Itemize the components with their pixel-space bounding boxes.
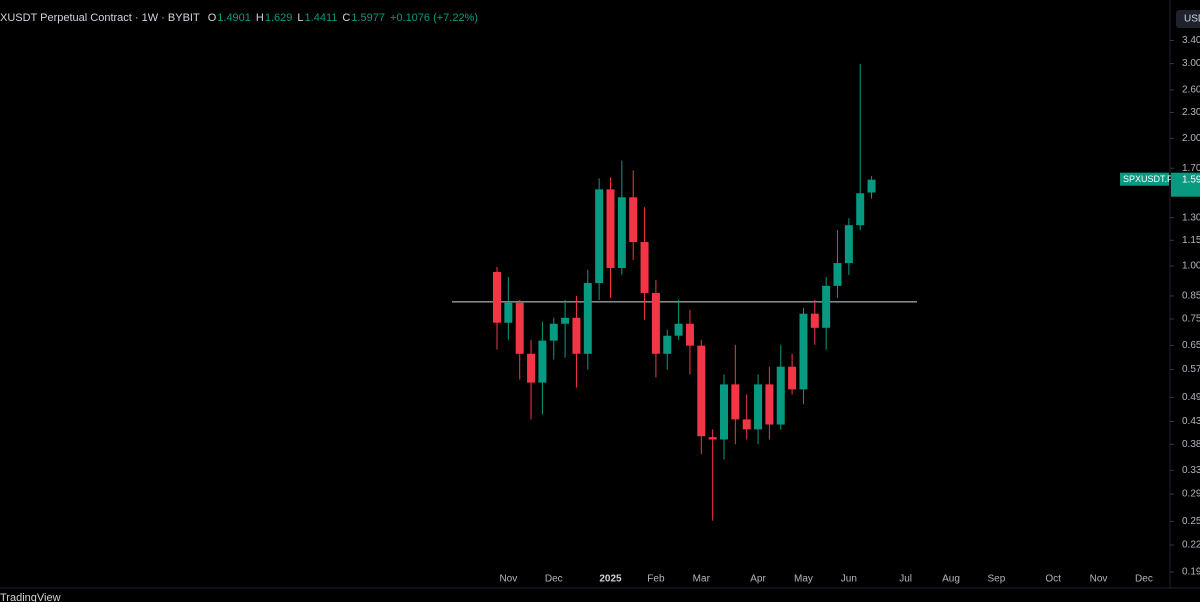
candle-body: [629, 197, 638, 243]
candle-body: [685, 323, 694, 346]
candle-body: [549, 323, 558, 341]
y-tick-label: 2.30: [1182, 107, 1200, 118]
candle-body: [754, 384, 763, 430]
candle-body: [810, 313, 819, 328]
candle-body: [515, 302, 524, 354]
candle-body: [822, 285, 831, 328]
candle-body: [663, 335, 672, 354]
y-tick-label: 1.00: [1182, 261, 1200, 272]
x-tick-label: Jul: [899, 574, 912, 585]
candle-body: [527, 353, 536, 383]
candle-body: [776, 366, 785, 425]
symbol-tag-bg: [1120, 172, 1169, 186]
y-tick-label: 0.33: [1182, 465, 1200, 476]
ohlc-label: O: [208, 12, 217, 24]
y-tick-label: 3.40: [1182, 35, 1200, 46]
ohlc-label: H: [256, 12, 264, 24]
ohlc-label: L: [297, 12, 303, 24]
symbol-tag: SPXUSDT.P: [1123, 174, 1173, 184]
candle-body: [572, 317, 581, 354]
x-tick-label: Oct: [1045, 574, 1061, 585]
candle-body: [617, 197, 626, 269]
candle-body: [867, 179, 876, 193]
x-tick-label: Apr: [750, 574, 766, 585]
y-tick-label: 1.15: [1182, 235, 1200, 246]
y-tick-label: 0.38: [1182, 439, 1200, 450]
candle-body: [731, 384, 740, 420]
candle-body: [651, 292, 660, 354]
chart-title: XUSDT Perpetual Contract · 1W · BYBIT: [0, 12, 200, 24]
candle-body: [788, 366, 797, 390]
y-tick-label: 0.65: [1182, 340, 1200, 351]
x-tick-label: Feb: [647, 574, 665, 585]
x-tick-label: Aug: [942, 574, 960, 585]
x-tick-label: Sep: [988, 574, 1006, 585]
x-tick-label: Mar: [693, 574, 711, 585]
y-tick-label: 0.29: [1182, 489, 1200, 500]
candle-body: [674, 323, 683, 336]
candle-body: [720, 384, 728, 440]
y-tick-label: 0.19: [1182, 567, 1200, 578]
y-tick-label: 0.22: [1182, 540, 1200, 551]
y-tick-label: 0.43: [1182, 416, 1200, 427]
ohlc-value: 1.4901: [217, 12, 251, 24]
y-tick-label: 2.00: [1182, 133, 1200, 144]
y-tick-label: 0.57: [1182, 364, 1200, 375]
x-tick-label: May: [794, 574, 813, 585]
x-tick-label: Nov: [1090, 574, 1108, 585]
x-tick-label: Nov: [499, 574, 517, 585]
currency[interactable]: USD: [1184, 14, 1200, 25]
candle-body: [844, 225, 853, 264]
candle-body: [708, 437, 717, 440]
x-tick-label: Jun: [841, 574, 857, 585]
x-tick-label: 2025: [599, 574, 622, 585]
candle-body: [765, 384, 774, 425]
y-tick-label: 1.30: [1182, 212, 1200, 223]
candle-body: [742, 419, 751, 430]
price-tag-bg: [1171, 172, 1200, 197]
candle-body: [561, 317, 570, 324]
y-tick-label: 0.85: [1182, 291, 1200, 302]
x-tick-label: Dec: [1135, 574, 1153, 585]
ohlc-value: 1.5977: [351, 12, 385, 24]
y-tick-label: 2.60: [1182, 85, 1200, 96]
currency-button[interactable]: [1176, 10, 1200, 28]
ohlc-label: C: [342, 12, 350, 24]
y-tick-label: 3.00: [1182, 58, 1200, 69]
ohlc-value: 1.629: [265, 12, 293, 24]
y-tick-label: 0.75: [1182, 314, 1200, 325]
candle-body: [833, 263, 842, 286]
footer: TradingView: [0, 592, 61, 602]
y-tick-label: 1.70: [1182, 163, 1200, 174]
candle-body: [493, 272, 501, 323]
candle-body: [697, 345, 706, 437]
candle-body: [504, 302, 513, 323]
y-tick-label: 0.25: [1182, 516, 1200, 527]
candle-body: [856, 193, 865, 226]
candle-body: [583, 282, 592, 354]
x-tick-label: Dec: [545, 574, 563, 585]
ohlc-value: 1.4411: [305, 12, 338, 24]
candle-body: [640, 242, 649, 293]
y-tick-label: 0.49: [1182, 392, 1200, 403]
candle-body: [538, 340, 547, 383]
price-tag: 1.5977: [1182, 174, 1200, 185]
candle-body: [799, 313, 808, 390]
candle-body: [606, 189, 615, 269]
candle-body: [595, 189, 604, 283]
change: +0.1076 (+7.22%): [390, 12, 478, 24]
